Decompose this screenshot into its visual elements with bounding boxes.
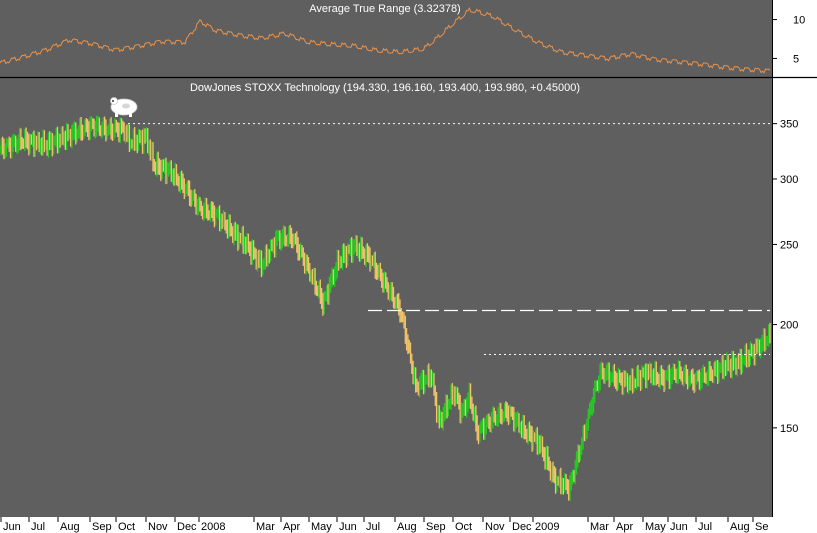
y-axis-strip	[772, 0, 817, 517]
price-panel	[0, 115, 771, 501]
x-tick-label: 2008	[201, 521, 225, 533]
x-tick-label: Jun	[339, 521, 357, 533]
x-tick-label: Se	[755, 521, 768, 533]
price-title: DowJones STOXX Technology (194.330, 196.…	[190, 82, 580, 94]
x-tick-label: Jul	[698, 521, 712, 533]
atr-panel	[0, 7, 771, 74]
x-tick-label: Dec	[177, 521, 197, 533]
x-axis-strip	[0, 517, 817, 533]
atr-y-tick-label: 10	[793, 15, 805, 27]
price-y-tick-label: 300	[780, 174, 798, 186]
x-tick-label: Sep	[92, 521, 112, 533]
x-tick-label: Jun	[670, 521, 688, 533]
price-y-tick-label: 200	[780, 320, 798, 332]
x-tick-label: Apr	[616, 521, 633, 533]
x-tick-label: May	[645, 521, 666, 533]
x-tick-label: Oct	[455, 521, 472, 533]
bear-icon	[110, 97, 138, 117]
x-tick-label: Mar	[256, 521, 275, 533]
atr-title: Average True Range (3.32378)	[309, 3, 460, 15]
reference-lines	[128, 123, 770, 355]
price-y-tick-label: 250	[780, 239, 798, 251]
price-y-tick-label: 350	[780, 119, 798, 131]
x-tick-label: Aug	[730, 521, 750, 533]
x-tick-label: Mar	[590, 521, 609, 533]
x-tick-label: Jul	[366, 521, 380, 533]
x-tick-label: Nov	[485, 521, 505, 533]
x-tick-label: Jun	[3, 521, 21, 533]
x-tick-label: May	[311, 521, 332, 533]
x-tick-label: Oct	[118, 521, 135, 533]
x-tick-label: Aug	[60, 521, 80, 533]
x-tick-label: Nov	[148, 521, 168, 533]
x-tick-label: Apr	[283, 521, 300, 533]
price-y-tick-label: 150	[780, 423, 798, 435]
x-tick-label: 2009	[535, 521, 559, 533]
atr-line	[0, 7, 771, 74]
x-tick-label: Dec	[512, 521, 532, 533]
x-tick-label: Jul	[31, 521, 45, 533]
x-tick-label: Sep	[426, 521, 446, 533]
x-tick-label: Aug	[397, 521, 417, 533]
atr-y-tick-label: 5	[793, 53, 799, 65]
